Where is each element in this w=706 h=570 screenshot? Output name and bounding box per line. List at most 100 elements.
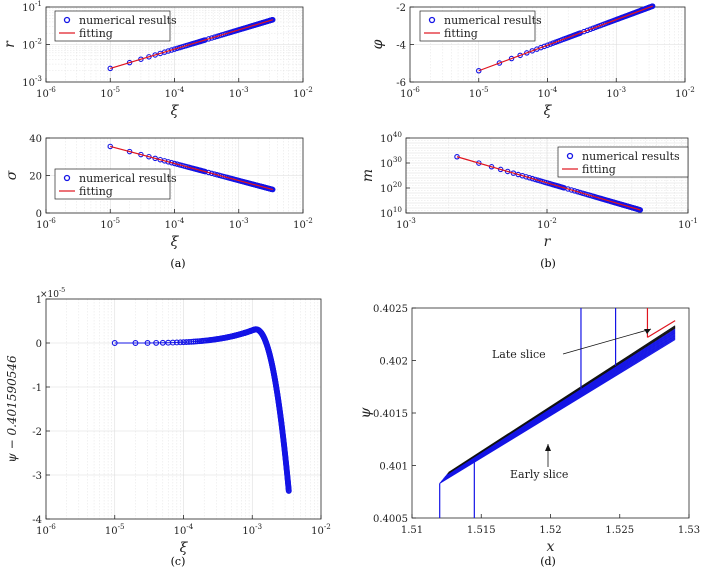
legend-box	[419, 10, 536, 42]
legend-label-numerical: numerical results	[582, 150, 680, 163]
y-tick-label: 0.402	[379, 357, 408, 368]
y-tick-label: -3	[32, 471, 42, 482]
slice-lines	[439, 308, 676, 518]
legend-label-numerical: numerical results	[79, 172, 177, 185]
data-point	[541, 43, 548, 50]
data-point	[107, 65, 114, 72]
data-point	[476, 160, 482, 166]
data-point	[547, 41, 554, 47]
y-tick-label: -1	[32, 383, 42, 394]
x-tick-label: 10-6	[36, 216, 56, 231]
data-point	[211, 34, 218, 40]
legend-box	[557, 146, 689, 178]
late-slice-line	[647, 320, 676, 338]
data-point	[504, 168, 511, 175]
data-point	[587, 26, 594, 33]
data-point	[111, 340, 118, 346]
x-tick-label: 10-5	[469, 85, 489, 100]
early-slice-arrowhead	[545, 444, 551, 451]
data-point	[454, 154, 460, 160]
data-point	[173, 339, 180, 346]
x-tick-label: 10-2	[293, 216, 313, 231]
y-tick-label: -6	[396, 78, 406, 89]
data-point	[517, 52, 523, 59]
x-tick-label: 10-3	[229, 85, 249, 100]
data-point	[132, 340, 139, 346]
panel-psi-vs-xi: 10-6 10-5 10-4 10-3 10-2 -4 -3 -2 -1 0 1 ξ ψ − 0.401…	[5, 286, 331, 556]
x-tick-label: 10-6	[400, 85, 420, 100]
y-tick-label: -2	[32, 427, 42, 438]
x-tick-label: 10-3	[396, 216, 416, 231]
x-tick-label: 10-2	[675, 85, 695, 100]
x-tick-label: 10-6	[36, 522, 56, 537]
x-tick-label: 10-4	[174, 522, 194, 537]
y-axis-label: r	[2, 40, 18, 48]
x-axis-label: x	[547, 539, 555, 555]
slice-line	[448, 325, 676, 473]
data-point	[508, 55, 515, 62]
y-tick-label: 0	[36, 339, 42, 350]
y-tick-label: 40	[29, 134, 42, 145]
data-point	[202, 37, 208, 43]
y-tick-label: -2	[396, 3, 406, 14]
legend-box	[54, 10, 171, 42]
legend-label-numerical: numerical results	[79, 14, 177, 27]
marker-series	[111, 326, 292, 494]
data-point	[138, 56, 144, 62]
marker-series	[454, 154, 644, 213]
data-point	[126, 59, 133, 66]
legend-marker-symbol	[63, 174, 71, 182]
panel-r-vs-xi: 10-6 10-5 10-4 10-3 10-2 10-3 10-2 10-1 ξ r numeri…	[2, 0, 313, 119]
x-axis-label: ξ	[171, 103, 180, 119]
data-point	[649, 3, 656, 9]
data-point	[146, 54, 152, 60]
data-point	[144, 340, 151, 346]
data-point	[529, 175, 536, 182]
psi-curve	[114, 328, 290, 491]
data-point	[510, 170, 517, 176]
fitting-line	[456, 156, 641, 211]
y-axis-label: ψ	[358, 406, 374, 418]
legend-label-fitting: fitting	[444, 27, 478, 40]
x-axis-label: ξ	[544, 103, 553, 119]
x-tick-label: 10-3	[242, 522, 262, 537]
data-point	[285, 487, 292, 494]
legend-marker-symbol	[566, 152, 574, 160]
data-point	[574, 188, 581, 195]
data-point	[526, 175, 533, 181]
y-tick-label: -4	[396, 41, 406, 52]
marker-series	[107, 16, 276, 72]
y-tick-label: 10-3	[22, 74, 42, 89]
data-point	[488, 164, 495, 170]
data-point	[205, 36, 212, 42]
panel-sigma-vs-xi: 10-6 10-5 10-4 10-3 10-2 0 20 40 ξ σ numerical res…	[4, 134, 313, 250]
data-point	[209, 35, 215, 41]
data-point	[568, 187, 575, 193]
data-point	[192, 338, 199, 345]
legend-label-fitting: fitting	[79, 27, 113, 40]
y-tick-label: 20	[29, 172, 42, 183]
annotation-late-slice: Late slice	[492, 348, 546, 361]
grid	[45, 298, 321, 520]
legend-label-fitting: fitting	[79, 185, 113, 198]
legend-label-fitting: fitting	[582, 163, 616, 176]
x-axis-label: ξ	[171, 234, 180, 250]
y-tick-label: 1	[36, 295, 42, 306]
data-point	[571, 188, 578, 194]
x-tick-label: 10-2	[293, 85, 313, 100]
caption-b: (b)	[540, 257, 556, 270]
legend-marker-symbol	[428, 16, 436, 24]
panel-m-vs-r: 10-3 10-2 10-1 1010 1020 1030 1040 r m numerical …	[360, 130, 698, 250]
x-tick-label: 10-6	[36, 85, 56, 100]
x-tick-label: 10-3	[606, 85, 626, 100]
x-tick-label: 1.51	[401, 525, 423, 536]
x-axis-label: r	[544, 234, 552, 250]
data-point	[475, 68, 482, 74]
y-axis-label: m	[360, 169, 376, 182]
y-tick-label: 1020	[380, 180, 402, 195]
y-tick-label: 0.4005	[373, 514, 408, 525]
data-point	[168, 47, 175, 53]
y-tick-label: 0.4025	[373, 304, 408, 315]
